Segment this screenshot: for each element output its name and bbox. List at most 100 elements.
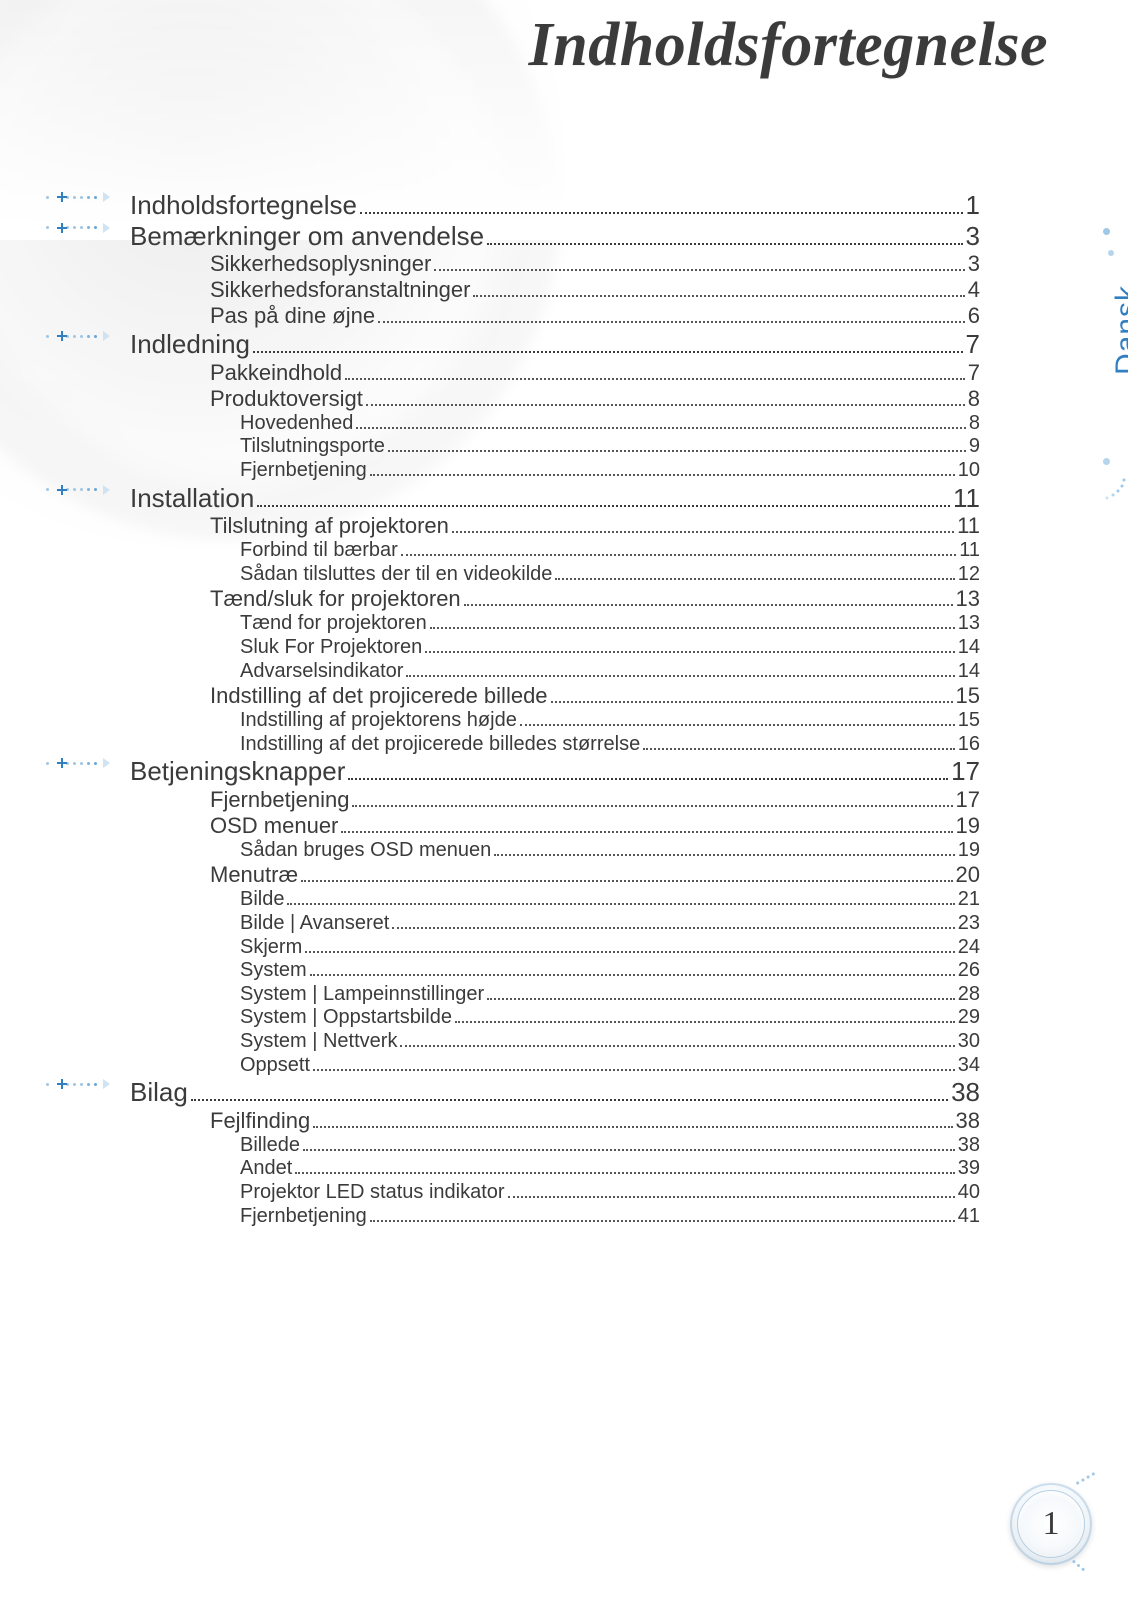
toc-page-number: 14 xyxy=(958,660,980,684)
toc-page-number: 15 xyxy=(956,683,980,709)
toc-row: Indstilling af projektorens højde15 xyxy=(100,709,980,733)
toc-entry: Tilslutning af projektoren11 xyxy=(100,513,980,539)
toc-row: Andet39 xyxy=(100,1157,980,1181)
leader-dots xyxy=(430,613,955,629)
toc-row: Indstilling af det projicerede billedes … xyxy=(100,733,980,757)
leader-dots xyxy=(520,710,955,726)
decorative-dot-icon xyxy=(1108,250,1114,256)
toc-row: Sikkerhedsforanstaltninger 4 xyxy=(100,277,980,303)
toc-row: System26 xyxy=(100,959,980,983)
toc-page-number: 17 xyxy=(951,756,980,787)
toc-row: Tilslutningsporte9 xyxy=(100,435,980,459)
toc-page-number: 4 xyxy=(968,277,980,303)
toc-row: Sådan bruges OSD menuen19 xyxy=(100,839,980,863)
toc-entry: Menutræ20 xyxy=(100,862,980,888)
section-marker-icon xyxy=(40,483,110,497)
leader-dots xyxy=(455,1007,955,1023)
toc-row: Tænd/sluk for projektoren13 xyxy=(100,586,980,612)
arrow-right-icon xyxy=(103,331,110,341)
leader-dots xyxy=(356,413,965,429)
toc-page-number: 38 xyxy=(958,1134,980,1158)
arrow-right-icon xyxy=(103,758,110,768)
toc-row: Forbind til bærbar 11 xyxy=(100,539,980,563)
toc-page-number: 29 xyxy=(958,1006,980,1030)
toc-entry: Fjernbetjening10 xyxy=(100,459,980,483)
toc-page-number: 30 xyxy=(958,1030,980,1054)
toc-label: Forbind til bærbar xyxy=(240,539,398,563)
toc-page-number: 38 xyxy=(951,1077,980,1108)
leader-dots xyxy=(257,486,950,506)
toc-entry: Produktoversigt8 xyxy=(100,386,980,412)
toc-page-number: 9 xyxy=(969,435,980,459)
toc-label: Indstilling af projektorens højde xyxy=(240,709,517,733)
toc-label: Sikkerhedsforanstaltninger xyxy=(210,277,470,303)
toc-page-number: 16 xyxy=(958,733,980,757)
leader-dots xyxy=(310,960,955,976)
leader-dots xyxy=(366,388,965,405)
toc-entry: Installation11 xyxy=(100,483,980,514)
toc-entry: Forbind til bærbar 11 xyxy=(100,539,980,563)
toc-entry: Projektor LED status indikator40 xyxy=(100,1181,980,1205)
leader-dots xyxy=(643,734,955,750)
toc-label: Menutræ xyxy=(210,862,298,888)
leader-dots xyxy=(378,306,965,323)
toc-entry: System | Nettverk30 xyxy=(100,1030,980,1054)
toc-entry: System26 xyxy=(100,959,980,983)
page-number-badge: 1 xyxy=(1010,1483,1092,1565)
toc-page-number: 7 xyxy=(966,329,980,360)
arrow-right-icon xyxy=(103,223,110,233)
section-marker-icon xyxy=(40,221,110,235)
toc-row: Advarselsindikator14 xyxy=(100,660,980,684)
toc-row: Indledning7 xyxy=(100,329,980,360)
toc-page-number: 7 xyxy=(968,360,980,386)
leader-dots xyxy=(370,1206,955,1222)
leader-dots xyxy=(494,840,954,856)
toc-label: Betjeningsknapper xyxy=(130,756,345,787)
leader-dots xyxy=(487,984,955,1000)
toc-page-number: 23 xyxy=(958,912,980,936)
toc-label: Skjerm xyxy=(240,936,302,960)
toc-page-number: 3 xyxy=(968,251,980,277)
toc-page-number: 21 xyxy=(958,888,980,912)
decorative-dots-icon xyxy=(46,1083,49,1086)
toc-page-number: 11 xyxy=(959,539,980,563)
toc-label: Indholdsfortegnelse xyxy=(130,190,357,221)
leader-dots xyxy=(508,1182,955,1198)
toc-label: Bilag xyxy=(130,1077,188,1108)
toc-row: Installation11 xyxy=(100,483,980,514)
leader-dots xyxy=(253,333,963,353)
toc-entry: Billede38 xyxy=(100,1134,980,1158)
toc-page-number: 11 xyxy=(957,513,980,539)
arrow-right-icon xyxy=(103,485,110,495)
toc-label: Bilde xyxy=(240,888,284,912)
toc-page-number: 26 xyxy=(958,959,980,983)
leader-dots xyxy=(434,254,964,271)
toc-row: System | Nettverk30 xyxy=(100,1030,980,1054)
leader-dots xyxy=(401,540,956,556)
toc-page-number: 6 xyxy=(968,303,980,329)
toc-row: Fjernbetjening41 xyxy=(100,1205,980,1229)
toc-row: Tilslutning af projektoren11 xyxy=(100,513,980,539)
toc-label: Produktoversigt xyxy=(210,386,363,412)
toc-label: Fejlfinding xyxy=(210,1108,310,1134)
leader-dots xyxy=(295,1158,954,1174)
toc-page-number: 1 xyxy=(966,190,980,221)
leader-dots xyxy=(348,760,948,780)
leader-dots xyxy=(452,516,954,533)
toc-label: Fjernbetjening xyxy=(210,787,349,813)
toc-row: Billede38 xyxy=(100,1134,980,1158)
toc-label: System | Oppstartsbilde xyxy=(240,1006,452,1030)
decorative-dots-icon xyxy=(46,226,49,229)
toc-row: Bilag 38 xyxy=(100,1077,980,1108)
plus-icon xyxy=(55,1077,60,1091)
toc-page-number: 3 xyxy=(966,221,980,252)
leader-dots xyxy=(551,686,953,703)
toc-page-number: 34 xyxy=(958,1054,980,1078)
leader-dots xyxy=(313,1055,955,1071)
toc-row: Oppsett34 xyxy=(100,1054,980,1078)
toc-row: Menutræ20 xyxy=(100,862,980,888)
plus-icon xyxy=(55,329,60,343)
decorative-dots-icon xyxy=(66,1083,97,1086)
toc-entry: Tænd/sluk for projektoren13 xyxy=(100,586,980,612)
toc-row: Produktoversigt8 xyxy=(100,386,980,412)
